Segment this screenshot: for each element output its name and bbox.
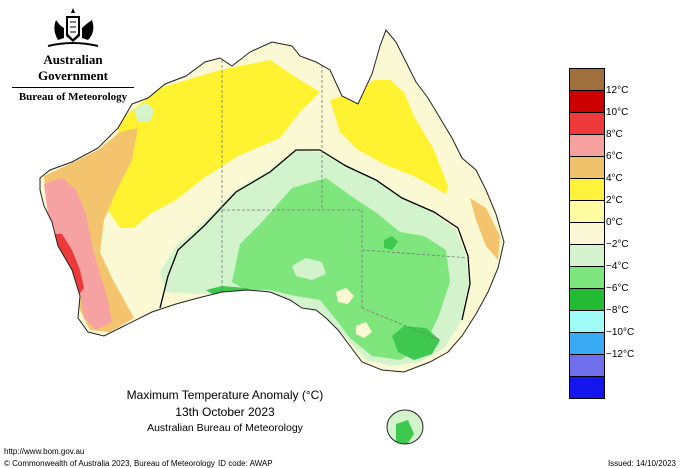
legend-swatch: [570, 245, 604, 267]
cool-band-4: [392, 326, 440, 360]
legend-swatch: [570, 289, 604, 311]
map-credit: Australian Bureau of Meteorology: [147, 422, 303, 434]
cool-patch-0: [292, 258, 326, 280]
color-legend: [569, 68, 605, 399]
legend-label: 6°C: [606, 151, 623, 162]
warm-band-6: [44, 128, 138, 332]
legend-swatch: [570, 311, 604, 333]
zero-patch: [356, 322, 372, 338]
cool-patch-0: [134, 102, 154, 122]
legend-swatch: [570, 135, 604, 157]
government-logo: Australian Government Bureau of Meteorol…: [8, 6, 138, 103]
zero-anomaly-contour: [159, 149, 471, 321]
tasmania-coast: [386, 409, 424, 445]
legend-swatch: [570, 113, 604, 135]
legend-label: −4°C: [606, 261, 629, 272]
legend-label: −6°C: [606, 283, 629, 294]
tasmania: [387, 410, 423, 444]
legend-label: 10°C: [606, 107, 629, 118]
legend-swatch: [570, 333, 604, 355]
legend-label: −2°C: [606, 239, 629, 250]
legend-swatch: [570, 377, 604, 398]
state-borders: [221, 60, 471, 341]
zero-patch: [336, 288, 354, 304]
warm-band-6: [470, 198, 500, 260]
map-date: 13th October 2023: [175, 405, 275, 419]
issued-date: Issued: 14/10/2023: [607, 459, 676, 468]
legend-swatch: [570, 355, 604, 377]
cool-band-2: [232, 178, 450, 360]
coat-of-arms-icon: [47, 8, 99, 47]
legend-swatch: [570, 267, 604, 289]
legend-swatch: [570, 223, 604, 245]
legend-swatch: [570, 201, 604, 223]
warm-band-4: [108, 60, 320, 228]
legend-swatch: [570, 157, 604, 179]
legend-label: 0°C: [606, 217, 623, 228]
legend-label: −10°C: [606, 327, 635, 338]
legend-swatch: [570, 91, 604, 113]
legend-label: 2°C: [606, 195, 623, 206]
legend-label: −12°C: [606, 349, 635, 360]
legend-label: 12°C: [606, 85, 629, 96]
legend-swatch: [570, 179, 604, 201]
bureau-name: Bureau of Meteorology: [18, 91, 128, 103]
logo-divider: [12, 87, 134, 88]
legend-swatch: [570, 69, 604, 91]
government-name: Australian Government: [37, 52, 109, 83]
map-title: Maximum Temperature Anomaly (°C): [126, 388, 324, 402]
legend-label: 4°C: [606, 173, 623, 184]
legend-label: 8°C: [606, 129, 623, 140]
copyright-notice: © Commonwealth of Australia 2023, Bureau…: [4, 459, 215, 468]
warm-band-8: [44, 178, 112, 330]
warm-band-4: [330, 80, 448, 194]
bom-website-link[interactable]: http://www.bom.gov.au: [4, 447, 85, 456]
id-code: ID code: AWAP: [218, 459, 273, 468]
legend-label: −8°C: [606, 305, 629, 316]
cool-band-4: [384, 236, 398, 250]
tasmania-cool-4: [396, 420, 414, 444]
